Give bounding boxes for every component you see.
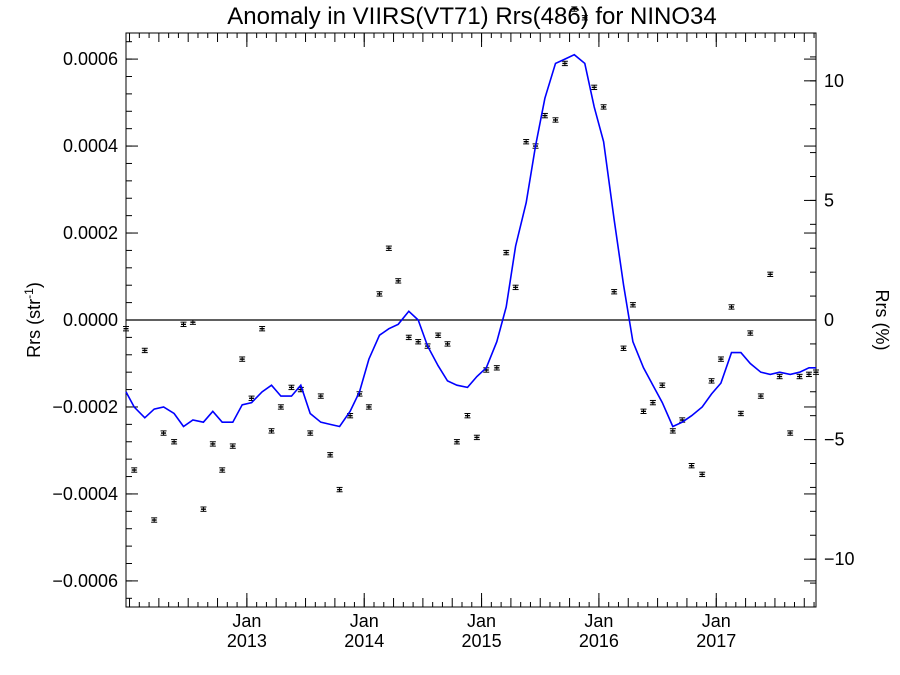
data-point — [669, 428, 676, 434]
x-tick-label-month: Jan — [702, 611, 731, 631]
data-point — [189, 319, 196, 325]
y-right-tick-label: 5 — [824, 190, 834, 210]
data-point — [552, 117, 559, 123]
data-point — [688, 463, 695, 469]
x-tick-label-month: Jan — [232, 611, 261, 631]
data-point — [307, 430, 314, 436]
y-axis-label-right: Rrs (%) — [872, 290, 892, 351]
data-point — [659, 382, 666, 388]
right-axis-ticks: 10 5 0 −5 −10 — [804, 71, 855, 569]
y-axis-label-left: Rrs (str-1) — [22, 282, 44, 358]
data-point — [541, 112, 548, 119]
data-point — [229, 443, 236, 449]
x-tick-label-month: Jan — [584, 611, 613, 631]
y-right-tick-label: 0 — [824, 310, 834, 330]
data-point — [219, 467, 226, 473]
data-point — [813, 369, 819, 375]
data-point — [239, 356, 246, 362]
data-point — [571, 6, 578, 12]
data-point — [699, 471, 706, 478]
x-tick-label-year: 2017 — [696, 631, 736, 651]
x-tick-label-year: 2013 — [227, 631, 267, 651]
y-left-tick-label: −0.0006 — [52, 571, 118, 591]
data-point — [395, 278, 402, 284]
data-point — [180, 321, 187, 328]
y-left-tick-label: 0.0002 — [63, 223, 118, 243]
data-point — [796, 373, 803, 380]
data-point — [512, 284, 519, 291]
y-left-tick-label: −0.0004 — [52, 484, 118, 504]
data-point — [737, 410, 744, 417]
data-point — [317, 393, 324, 399]
chart-title: Anomaly in VIIRS(VT71) Rrs(486) for NINO… — [227, 3, 716, 30]
data-point — [620, 345, 627, 351]
data-point — [767, 271, 774, 278]
x-tick-label-month: Jan — [350, 611, 379, 631]
data-point — [464, 412, 471, 419]
data-point — [288, 384, 295, 391]
y-left-tick-label: 0.0006 — [63, 49, 118, 69]
data-point — [268, 428, 275, 434]
data-point — [453, 439, 460, 445]
data-point — [141, 347, 148, 354]
data-point — [649, 399, 656, 406]
data-point — [415, 339, 422, 345]
data-point — [336, 486, 343, 493]
data-point — [503, 249, 510, 256]
data-point — [640, 408, 647, 414]
y-right-tick-label: 10 — [824, 71, 844, 91]
data-point — [717, 356, 724, 362]
data-point — [385, 245, 392, 251]
data-point — [629, 302, 636, 308]
data-point — [123, 326, 129, 332]
data-point — [600, 104, 607, 110]
data-point — [581, 15, 588, 21]
data-point — [561, 60, 568, 67]
y-right-tick-label: −10 — [824, 549, 855, 569]
data-point — [787, 430, 794, 436]
data-point — [728, 304, 735, 310]
data-point — [757, 393, 764, 399]
data-point — [805, 371, 812, 378]
data-point — [405, 334, 412, 341]
x-tick-label-year: 2015 — [462, 631, 502, 651]
data-point — [160, 430, 167, 436]
data-point — [151, 517, 158, 523]
data-point — [435, 332, 442, 338]
data-point — [209, 441, 216, 447]
y-right-tick-label: −5 — [824, 430, 845, 450]
data-point — [277, 404, 284, 410]
data-point — [259, 326, 266, 332]
y-left-tick-label: 0.0004 — [63, 136, 118, 156]
data-point — [611, 289, 618, 295]
data-point — [376, 291, 383, 297]
anomaly-points — [123, 6, 819, 523]
x-tick-label-month: Jan — [467, 611, 496, 631]
data-point — [747, 330, 754, 336]
data-point — [708, 378, 715, 384]
data-point — [473, 434, 480, 441]
data-point — [493, 365, 500, 371]
y-left-tick-label: −0.0002 — [52, 397, 118, 417]
data-point — [327, 452, 334, 458]
data-point — [776, 373, 783, 380]
data-point — [444, 341, 451, 347]
data-point — [523, 139, 530, 145]
y-left-tick-label: 0.0000 — [63, 310, 118, 330]
anomaly-line — [125, 53, 816, 428]
data-point — [200, 506, 207, 512]
x-tick-label-year: 2016 — [579, 631, 619, 651]
data-point — [365, 404, 372, 410]
data-point — [591, 84, 598, 91]
data-point — [131, 467, 138, 473]
x-tick-label-year: 2014 — [344, 631, 384, 651]
data-point — [171, 439, 178, 445]
minor-ticks — [126, 33, 816, 607]
